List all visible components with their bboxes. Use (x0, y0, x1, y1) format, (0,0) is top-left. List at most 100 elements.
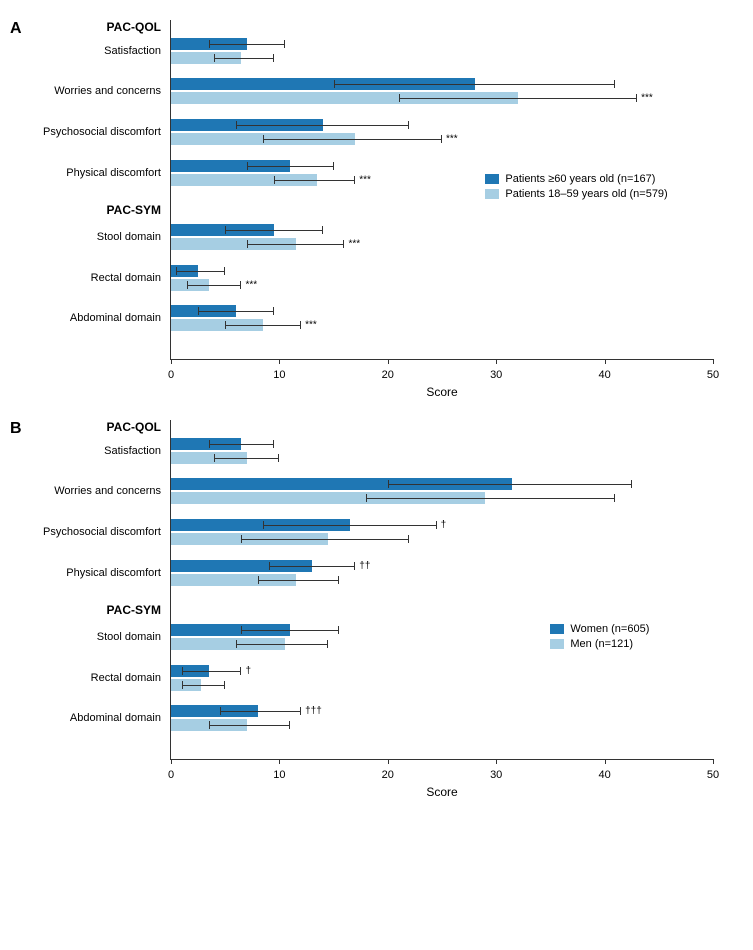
error-bar (187, 285, 241, 286)
error-cap (354, 176, 355, 184)
row-label: Physical discomfort (66, 567, 161, 579)
panel-letter: A (10, 20, 22, 38)
x-tick (171, 759, 172, 764)
x-axis-title: Score (426, 785, 457, 799)
error-cap (274, 176, 275, 184)
error-cap (436, 521, 437, 529)
panel-a: A 01020304050ScorePAC-QOLSatisfactionWorr… (10, 20, 743, 400)
error-bar (388, 484, 632, 485)
error-cap (366, 494, 367, 502)
error-cap (273, 307, 274, 315)
section-title: PAC-QOL (107, 20, 161, 34)
error-cap (322, 226, 323, 234)
error-bar (263, 525, 436, 526)
error-cap (263, 521, 264, 529)
x-tick-label: 20 (382, 369, 394, 381)
x-tick-label: 30 (490, 769, 502, 781)
error-bar (247, 244, 345, 245)
section-title: PAC-QOL (107, 420, 161, 434)
x-tick-label: 10 (273, 369, 285, 381)
section-title: PAC-SYM (107, 603, 161, 617)
error-cap (300, 707, 301, 715)
legend-label: Men (n=121) (570, 638, 633, 650)
error-bar (225, 230, 323, 231)
error-cap (441, 135, 442, 143)
error-cap (343, 240, 344, 248)
row-label: Psychosocial discomfort (43, 526, 161, 538)
x-tick (605, 359, 606, 364)
error-cap (240, 667, 241, 675)
error-bar (182, 671, 242, 672)
error-bar (263, 139, 442, 140)
error-bar (176, 271, 225, 272)
x-tick (496, 759, 497, 764)
x-tick-label: 40 (598, 369, 610, 381)
error-cap (408, 535, 409, 543)
legend: Women (n=605) Men (n=121) (550, 623, 649, 653)
error-bar (236, 644, 328, 645)
error-bar (214, 458, 279, 459)
error-cap (284, 40, 285, 48)
row-label: Rectal domain (91, 272, 161, 284)
x-tick (496, 359, 497, 364)
legend: Patients ≥60 years old (n=167) Patients 1… (485, 173, 667, 203)
error-cap (241, 626, 242, 634)
legend-label: Women (n=605) (570, 623, 649, 635)
plot-region: 01020304050ScorePAC-QOLSatisfactionWorri… (170, 420, 713, 760)
error-bar (366, 498, 615, 499)
x-tick (171, 359, 172, 364)
error-bar (241, 630, 339, 631)
x-tick-label: 0 (168, 769, 174, 781)
error-cap (214, 54, 215, 62)
legend-swatch (485, 174, 499, 184)
error-cap (209, 40, 210, 48)
error-bar (182, 685, 225, 686)
x-tick-label: 50 (707, 769, 719, 781)
error-bar (241, 539, 409, 540)
error-bar (236, 125, 409, 126)
error-bar (334, 84, 616, 85)
legend-item: Men (n=121) (550, 638, 649, 650)
significance-marker: *** (359, 174, 371, 185)
error-cap (182, 667, 183, 675)
panel-letter: B (10, 420, 22, 438)
row-label: Physical discomfort (66, 167, 161, 179)
error-cap (278, 454, 279, 462)
error-cap (225, 226, 226, 234)
row-label: Satisfaction (104, 445, 161, 457)
x-tick (713, 759, 714, 764)
error-bar (209, 44, 285, 45)
row-label: Stool domain (97, 231, 161, 243)
x-tick (279, 359, 280, 364)
legend-label: Patients 18–59 years old (n=579) (505, 188, 667, 200)
significance-marker: *** (305, 320, 317, 331)
error-cap (333, 162, 334, 170)
legend-item: Patients ≥60 years old (n=167) (485, 173, 667, 185)
significance-marker: *** (348, 238, 360, 249)
error-bar (198, 311, 274, 312)
error-cap (263, 135, 264, 143)
error-bar (209, 725, 290, 726)
error-cap (240, 281, 241, 289)
error-cap (273, 440, 274, 448)
error-cap (224, 681, 225, 689)
error-bar (274, 180, 355, 181)
error-cap (224, 267, 225, 275)
row-label: Worries and concerns (54, 485, 161, 497)
error-bar (258, 580, 339, 581)
plot-region: 01020304050ScorePAC-QOLSatisfactionWorri… (170, 20, 713, 360)
x-tick (279, 759, 280, 764)
error-cap (187, 281, 188, 289)
error-cap (247, 240, 248, 248)
significance-marker: *** (641, 93, 653, 104)
row-label: Abdominal domain (70, 712, 161, 724)
significance-marker: † (441, 519, 447, 530)
legend-swatch (550, 639, 564, 649)
error-cap (273, 54, 274, 62)
significance-marker: ††† (305, 706, 322, 717)
error-bar (220, 711, 301, 712)
x-tick-label: 10 (273, 769, 285, 781)
legend-swatch (485, 189, 499, 199)
error-cap (338, 626, 339, 634)
section-title: PAC-SYM (107, 203, 161, 217)
